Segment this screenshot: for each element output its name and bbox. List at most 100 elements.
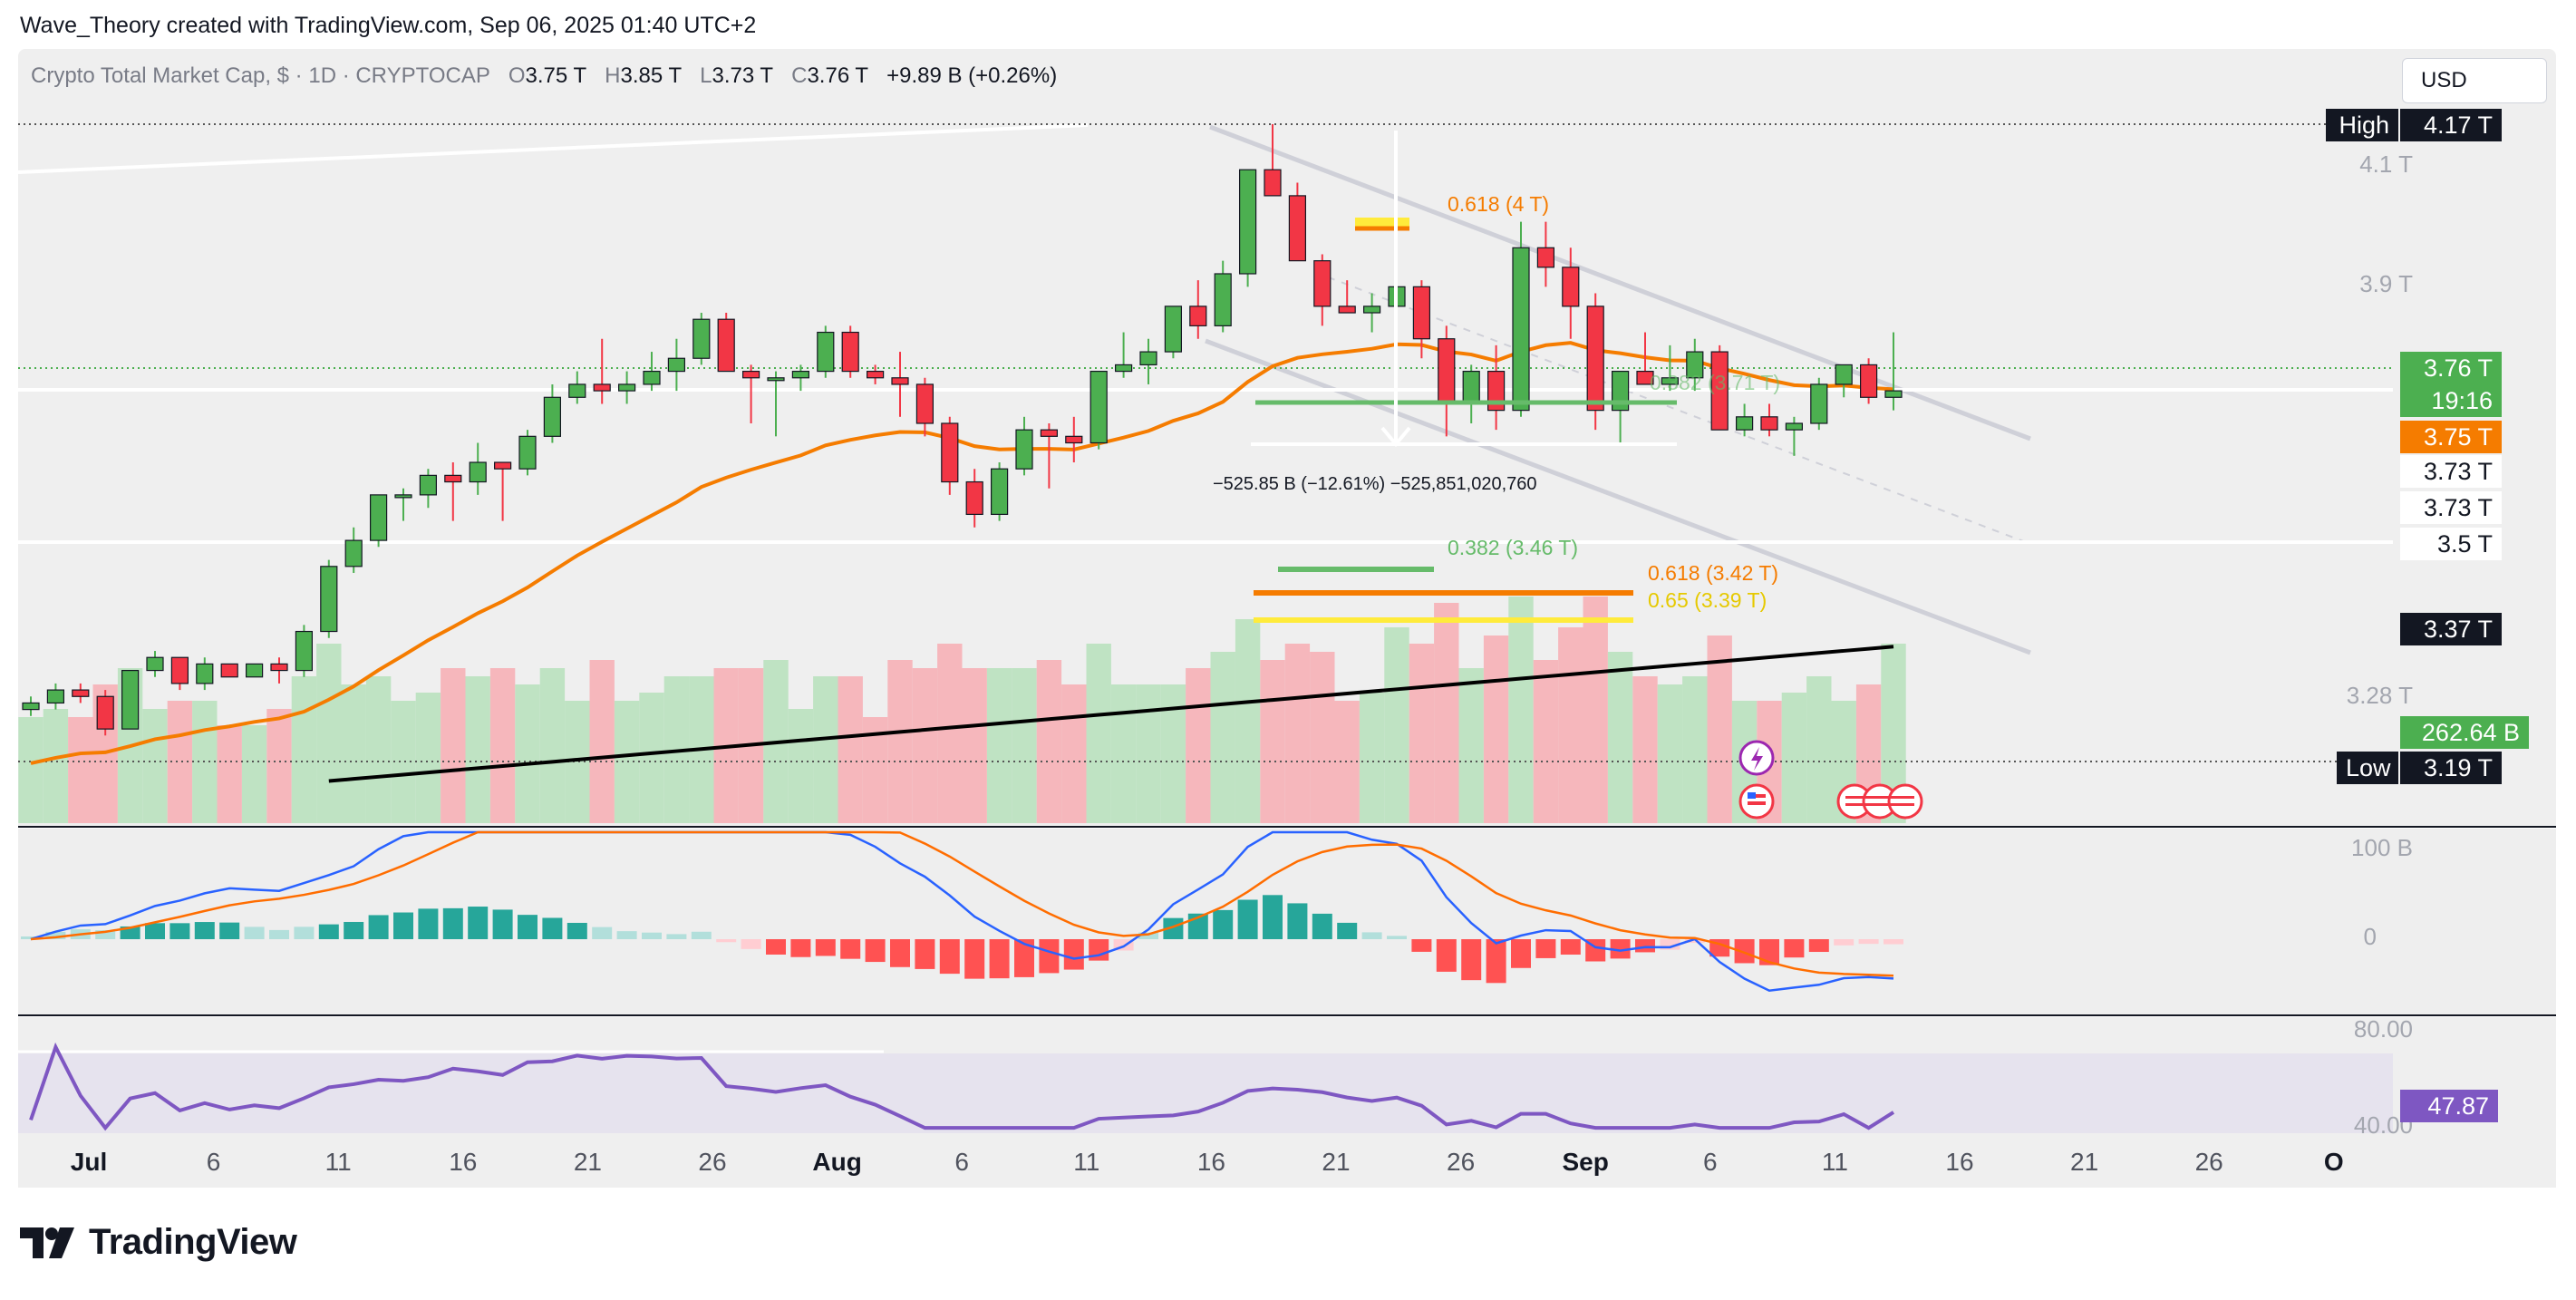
- date-tick: 26: [698, 1148, 727, 1176]
- candle-body: [891, 377, 909, 385]
- macd-bar: [1884, 939, 1903, 945]
- candle-body: [394, 494, 412, 499]
- volume-bar: [365, 676, 392, 823]
- fib-support-label: 0.382 (3.71 T): [1650, 371, 1780, 394]
- candle-body: [1189, 306, 1207, 326]
- volume-bar: [1210, 652, 1235, 823]
- candle-body: [643, 370, 661, 385]
- volume-bar: [838, 676, 863, 823]
- volume-bar: [1235, 619, 1261, 823]
- candle-body: [791, 370, 810, 379]
- candle-body: [1313, 260, 1332, 307]
- macd-bar: [1213, 909, 1234, 939]
- macd-bar: [1784, 939, 1805, 958]
- candle: [344, 527, 363, 573]
- low-label: L: [700, 63, 712, 88]
- volume-bar: [217, 725, 242, 823]
- level-tag-3: 3.5 T: [2400, 528, 2502, 560]
- macd-bar: [145, 923, 165, 939]
- macd-bar: [1734, 939, 1755, 964]
- volume-bar: [1086, 644, 1111, 823]
- macd-bar: [269, 929, 289, 939]
- candle: [817, 325, 835, 378]
- volume-bar: [639, 693, 664, 823]
- volume-bar: [1012, 668, 1037, 823]
- candle: [419, 469, 437, 509]
- macd-bar: [865, 939, 886, 963]
- date-tick: 16: [449, 1148, 478, 1176]
- candle-body: [518, 435, 537, 470]
- candle: [741, 364, 760, 423]
- macd-bar: [1387, 936, 1407, 939]
- volume-bar: [1607, 652, 1633, 823]
- macd-bar: [492, 909, 513, 939]
- candle-body: [1015, 429, 1033, 470]
- volume-bar: [1036, 660, 1062, 823]
- candle-body: [741, 370, 760, 379]
- low-tag-label: Low: [2337, 752, 2398, 784]
- macd-bar: [344, 921, 364, 939]
- event-icons: [1738, 740, 1923, 820]
- candle-body: [543, 396, 562, 437]
- high-label: H: [605, 63, 621, 88]
- macd-bar: [766, 939, 786, 955]
- tradingview-logo-icon: [20, 1227, 74, 1258]
- low-value: 3.73 T: [712, 63, 774, 88]
- fib-annotations: [1251, 131, 1677, 623]
- macd-bar: [442, 907, 463, 939]
- macd-bar: [1759, 939, 1779, 965]
- candle: [1760, 403, 1778, 437]
- volume-bar: [1558, 627, 1583, 823]
- macd-bar: [194, 922, 215, 939]
- candle-body: [121, 669, 140, 730]
- date-tick: Jul: [70, 1148, 108, 1176]
- candle: [915, 377, 935, 437]
- candle-body: [866, 370, 885, 379]
- close-label: C: [791, 63, 808, 88]
- candle: [320, 559, 338, 638]
- candle: [791, 364, 810, 392]
- date-tick: 26: [1447, 1148, 1476, 1176]
- volume-bar: [1409, 644, 1435, 823]
- volume-bar: [465, 676, 490, 823]
- macd-signal-line: [30, 830, 1894, 977]
- candle-body: [146, 656, 164, 672]
- candle-body: [1512, 247, 1530, 412]
- currency-button[interactable]: USD: [2402, 58, 2547, 103]
- volume-bar: [962, 668, 987, 823]
- candle: [1288, 182, 1307, 262]
- candle-body: [965, 480, 983, 516]
- macd-pane[interactable]: [18, 829, 2556, 1014]
- tradingview-logo-text: TradingView: [89, 1222, 297, 1262]
- volume-bar: [813, 676, 838, 823]
- candle-body: [295, 630, 313, 672]
- candle: [568, 371, 586, 404]
- volume-bar: [241, 725, 267, 823]
- volume-bar: [1160, 684, 1186, 823]
- candle: [96, 690, 114, 736]
- fib-top-label: 0.618 (4 T): [1448, 192, 1549, 216]
- candle-body: [196, 663, 214, 684]
- candle: [1860, 358, 1878, 404]
- candle-body: [1785, 422, 1804, 431]
- candle: [1884, 332, 1903, 411]
- rsi-line: [29, 1042, 1895, 1131]
- candle-body: [1362, 306, 1381, 314]
- date-tick: O: [2323, 1148, 2344, 1176]
- candle: [1661, 344, 1680, 392]
- macd-bar: [518, 915, 537, 939]
- candle-body: [1164, 306, 1183, 353]
- macd-bar: [840, 939, 861, 959]
- macd-bar: [939, 939, 960, 975]
- date-tick: 26: [2194, 1148, 2223, 1176]
- candle: [593, 338, 611, 404]
- candle: [1264, 124, 1282, 197]
- high-value: 3.85 T: [620, 63, 683, 88]
- macd-bar: [1138, 932, 1158, 939]
- candle: [1238, 169, 1257, 287]
- volume-bar: [142, 709, 168, 823]
- candle: [444, 462, 462, 521]
- candle: [667, 338, 686, 392]
- volume-bar: [341, 684, 366, 823]
